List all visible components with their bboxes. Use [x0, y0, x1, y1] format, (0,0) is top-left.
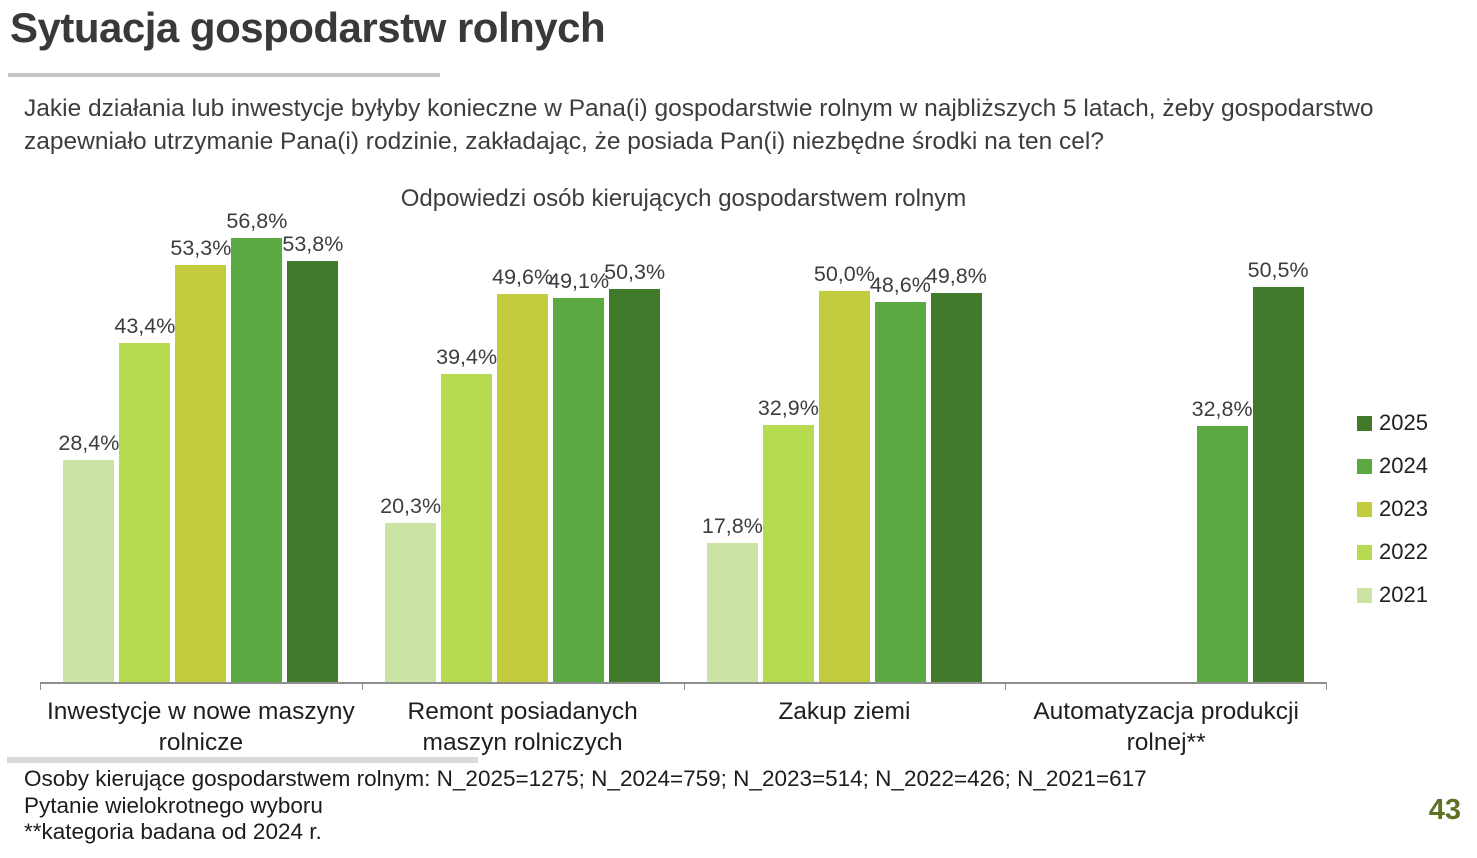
bar-value-label: 39,4% [436, 345, 498, 369]
axis-tick [40, 682, 41, 690]
bar-slot: 53,3% [170, 236, 231, 682]
bar-2023 [818, 291, 870, 682]
bottom-divider [7, 757, 478, 763]
footer-question-type: Pytanie wielokrotnego wyboru [24, 792, 323, 818]
chart-title: Odpowiedzi osób kierujących gospodarstwe… [400, 185, 967, 212]
bar-group-2: 20,3% 39,4% 49,6% 49,1% 50,3% [362, 213, 684, 682]
category-label: Remont posiadanych maszyn rolniczych [362, 696, 684, 758]
title-underline [8, 73, 440, 77]
legend-label-2021: 2021 [1379, 582, 1428, 607]
bar-value-label: 32,8% [1191, 397, 1253, 421]
category-label-text: Zakup ziemi [778, 698, 911, 725]
legend-swatch-2022 [1357, 544, 1372, 560]
bar-2021 [385, 523, 437, 682]
legend-item-2025: 2025 [1357, 410, 1428, 436]
bar-2022 [119, 343, 171, 682]
bar-2024 [874, 302, 926, 682]
bar-value-label: 49,6% [492, 265, 554, 289]
bar-slot: 49,1% [548, 269, 609, 682]
axis-tick [1326, 682, 1327, 690]
bar-value-label: 48,6% [869, 273, 931, 297]
page-title: Sytuacja gospodarstw rolnych [10, 4, 606, 51]
bar-value-label: 53,3% [170, 236, 232, 260]
legend-swatch-2023 [1357, 501, 1372, 517]
bar-slot: 43,4% [114, 314, 175, 682]
category-label: Automatyzacja produkcji rolnej** [1005, 696, 1327, 758]
bar-value-label: 43,4% [114, 314, 176, 338]
bar-value-label: 50,0% [813, 262, 875, 286]
bar-slot: 39,4% [436, 345, 497, 682]
legend-item-2022: 2022 [1357, 539, 1428, 565]
bar-value-label: 32,9% [757, 396, 819, 420]
axis-tick [1005, 682, 1007, 690]
bar-value-label: 49,1% [548, 269, 610, 293]
bar-group-1: 28,4% 43,4% 53,3% 56,8% 53,8% [40, 209, 362, 682]
category-label: Zakup ziemi [684, 696, 1006, 758]
bar-group-4: 32,8% 50,5% [1005, 213, 1327, 682]
legend-item-2021: 2021 [1357, 582, 1428, 608]
survey-question: Jakie działania lub inwestycje byłyby ko… [24, 95, 1374, 155]
bar-2024 [553, 298, 605, 682]
axis-tick [683, 682, 685, 690]
legend-swatch-2025 [1357, 415, 1372, 431]
bar-2025 [287, 261, 339, 682]
footer-notes: Osoby kierujące gospodarstwem rolnym: N_… [24, 766, 1147, 846]
bar-slot: 56,8% [226, 209, 287, 682]
chart-legend: 2025 2024 2023 2022 2021 [1357, 410, 1428, 625]
bar-2021 [706, 543, 758, 682]
bar-2024 [1196, 426, 1248, 682]
bar-slot: 50,5% [1248, 258, 1309, 682]
bar-group-3: 17,8% 32,9% 50,0% 48,6% 49,8% [684, 213, 1006, 682]
bar-2021 [63, 460, 115, 682]
category-label-text: Automatyzacja produkcji rolnej** [1033, 698, 1299, 756]
legend-label-2025: 2025 [1379, 410, 1428, 435]
page-number: 43 [1428, 794, 1461, 826]
category-axis: Inwestycje w nowe maszyny rolnicze Remont… [40, 696, 1327, 758]
footer-sample-sizes: Osoby kierujące gospodarstwem rolnym: N_… [24, 766, 1147, 791]
axis-tick [361, 682, 363, 690]
bar-value-label: 56,8% [226, 209, 288, 233]
bar-slot: 50,0% [814, 262, 875, 682]
bar-value-label: 50,3% [604, 260, 666, 284]
bar-2023 [497, 294, 549, 682]
bar-2022 [441, 374, 493, 682]
bar-2023 [175, 265, 227, 682]
bar-slot: 53,8% [282, 232, 343, 682]
legend-item-2023: 2023 [1357, 496, 1428, 522]
bar-value-label: 17,8% [701, 514, 763, 538]
bar-value-label: 53,8% [282, 232, 344, 256]
bar-value-label: 50,5% [1247, 258, 1309, 282]
bar-value-label: 28,4% [58, 431, 120, 455]
bar-slot: 17,8% [702, 514, 763, 682]
legend-label-2024: 2024 [1379, 453, 1428, 478]
bar-slot: 32,9% [758, 396, 819, 682]
legend-swatch-2024 [1357, 458, 1372, 474]
bar-2025 [930, 293, 982, 682]
category-label-text: Inwestycje w nowe maszyny rolnicze [47, 698, 355, 756]
bar-slot: 49,6% [492, 265, 553, 682]
bar-2025 [1252, 287, 1304, 682]
bar-slot: 49,8% [926, 264, 987, 682]
bar-value-label: 49,8% [925, 264, 987, 288]
legend-swatch-2021 [1357, 587, 1372, 603]
legend-label-2022: 2022 [1379, 539, 1428, 564]
bar-chart-plot-area: 28,4% 43,4% 53,3% 56,8% 53,8% 20,3% 39,4% 49,6%… [40, 209, 1327, 690]
bar-2025 [609, 289, 661, 682]
bar-slot: 20,3% [380, 494, 441, 682]
legend-item-2024: 2024 [1357, 453, 1428, 479]
legend-label-2023: 2023 [1379, 496, 1428, 521]
bar-2024 [231, 238, 283, 682]
category-label-text: Remont posiadanych maszyn rolniczych [407, 698, 638, 756]
bar-value-label: 20,3% [380, 494, 442, 518]
bar-slot: 32,8% [1192, 397, 1253, 682]
bar-slot: 50,3% [604, 260, 665, 682]
category-label: Inwestycje w nowe maszyny rolnicze [40, 696, 362, 758]
bar-slot: 48,6% [870, 273, 931, 682]
bar-2022 [762, 425, 814, 682]
bar-slot: 28,4% [58, 431, 119, 682]
footer-category-note: **kategoria badana od 2024 r. [24, 819, 322, 844]
